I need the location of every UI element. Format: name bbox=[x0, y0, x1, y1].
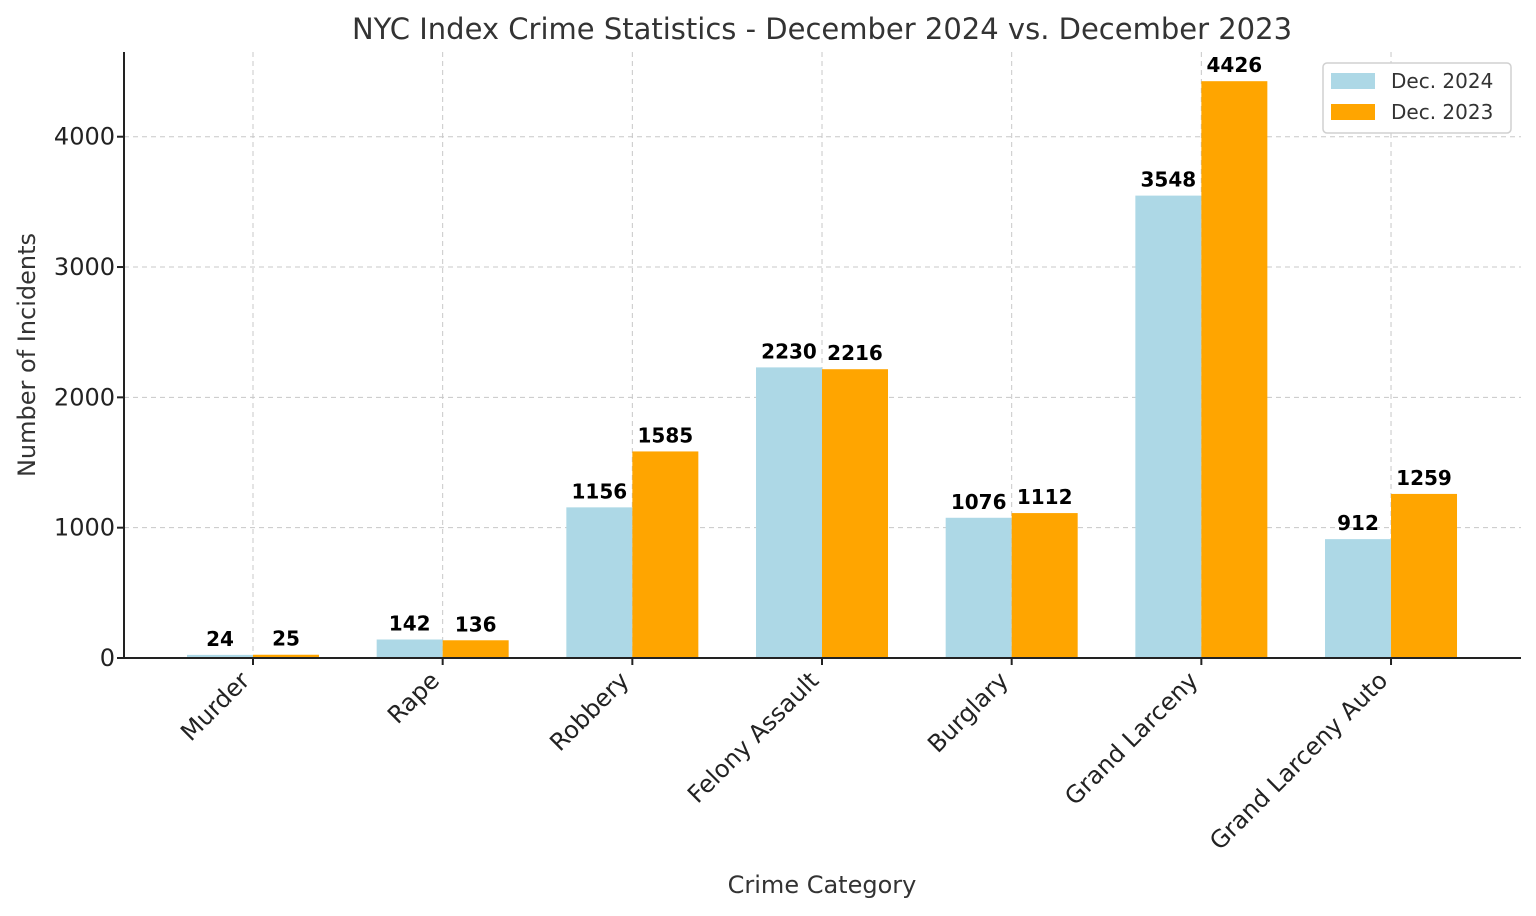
chart-title: NYC Index Crime Statistics - December 20… bbox=[352, 12, 1292, 46]
y-ticks: 0 1000 2000 3000 4000 bbox=[54, 123, 124, 672]
legend-swatch bbox=[1331, 104, 1375, 120]
bar-dec-2023 bbox=[822, 369, 889, 658]
data-label: 142 bbox=[389, 611, 431, 635]
bar-dec-2024 bbox=[376, 639, 443, 658]
data-label: 1076 bbox=[951, 490, 1007, 514]
data-label: 2216 bbox=[827, 341, 883, 365]
x-tick-label: Rape bbox=[382, 666, 445, 729]
data-label: 2230 bbox=[761, 339, 817, 363]
x-tick-label: Grand Larceny bbox=[1059, 666, 1203, 810]
bar-dec-2024 bbox=[187, 654, 253, 658]
y-tick-label: 1000 bbox=[54, 514, 115, 542]
x-axis-label: Crime Category bbox=[728, 871, 917, 899]
x-tick-label: Grand Larceny Auto bbox=[1204, 666, 1393, 855]
data-label: 912 bbox=[1337, 511, 1379, 535]
bar-dec-2024 bbox=[945, 517, 1012, 658]
bar-dec-2023 bbox=[442, 640, 509, 658]
legend: Dec. 2024 Dec. 2023 bbox=[1322, 62, 1512, 134]
x-tick-label: Murder bbox=[175, 666, 255, 746]
data-label: 1259 bbox=[1396, 466, 1452, 490]
legend-label: Dec. 2024 bbox=[1391, 69, 1493, 93]
data-label: 1585 bbox=[638, 423, 694, 447]
bars bbox=[187, 81, 1458, 658]
bar-dec-2024 bbox=[1325, 539, 1392, 658]
data-label: 1112 bbox=[1017, 485, 1073, 509]
bar-dec-2024 bbox=[566, 507, 633, 658]
bar-dec-2023 bbox=[1391, 493, 1458, 658]
data-label: 4426 bbox=[1207, 53, 1263, 77]
y-tick-label: 0 bbox=[100, 644, 115, 672]
y-axis-label: Number of Incidents bbox=[13, 233, 41, 477]
data-label: 25 bbox=[272, 627, 300, 651]
data-label: 3548 bbox=[1141, 168, 1197, 192]
x-tick-label: Felony Assault bbox=[682, 666, 824, 808]
data-label: 24 bbox=[206, 627, 234, 651]
legend-label: Dec. 2023 bbox=[1391, 100, 1493, 124]
bar-dec-2024 bbox=[756, 367, 823, 658]
x-ticks: Murder Rape Robbery Felony Assault Burglary G… bbox=[175, 658, 1393, 856]
bar-dec-2024 bbox=[1135, 195, 1202, 658]
y-tick-label: 2000 bbox=[54, 383, 115, 411]
bar-dec-2023 bbox=[632, 451, 699, 658]
legend-swatch bbox=[1331, 73, 1375, 89]
x-tick-label: Burglary bbox=[922, 666, 1014, 758]
data-labels: 24 142 1156 2230 1076 3548 912 25 136 1585 2216 111… bbox=[206, 53, 1452, 651]
bar-dec-2023 bbox=[1011, 513, 1078, 658]
data-label: 136 bbox=[455, 612, 497, 636]
y-tick-label: 4000 bbox=[54, 123, 115, 151]
bar-dec-2023 bbox=[1201, 81, 1268, 658]
x-tick-label: Robbery bbox=[544, 666, 634, 756]
y-tick-label: 3000 bbox=[54, 253, 115, 281]
bar-dec-2023 bbox=[253, 654, 319, 658]
data-label: 1156 bbox=[572, 479, 628, 503]
